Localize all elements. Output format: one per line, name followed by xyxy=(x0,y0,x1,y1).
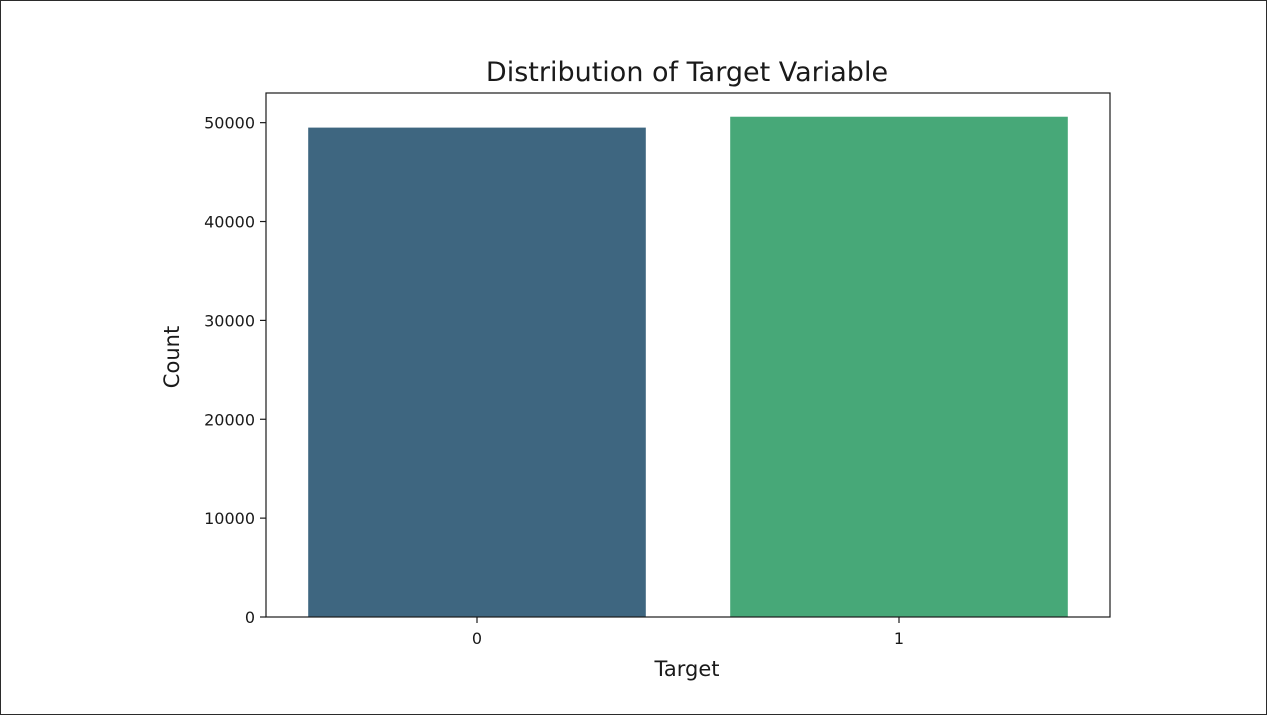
chart-title: Distribution of Target Variable xyxy=(486,57,888,88)
y-tick-label: 40000 xyxy=(204,213,255,232)
y-axis-label: Count xyxy=(160,326,184,388)
bars-group xyxy=(308,116,1068,618)
y-tick-label: 20000 xyxy=(204,410,255,429)
y-axis-ticks: 0 10000 20000 30000 40000 50000 xyxy=(204,114,266,627)
bar-0 xyxy=(308,127,646,618)
y-tick-label: 10000 xyxy=(204,509,255,528)
y-tick-label: 30000 xyxy=(204,311,255,330)
y-tick-label: 50000 xyxy=(204,114,255,133)
bar-1 xyxy=(730,116,1068,617)
plot-area-frame xyxy=(265,92,1111,618)
x-tick-label: 1 xyxy=(894,629,904,648)
y-tick-label: 0 xyxy=(245,608,255,627)
x-axis-label: Target xyxy=(654,657,720,681)
x-tick-label: 0 xyxy=(472,629,482,648)
